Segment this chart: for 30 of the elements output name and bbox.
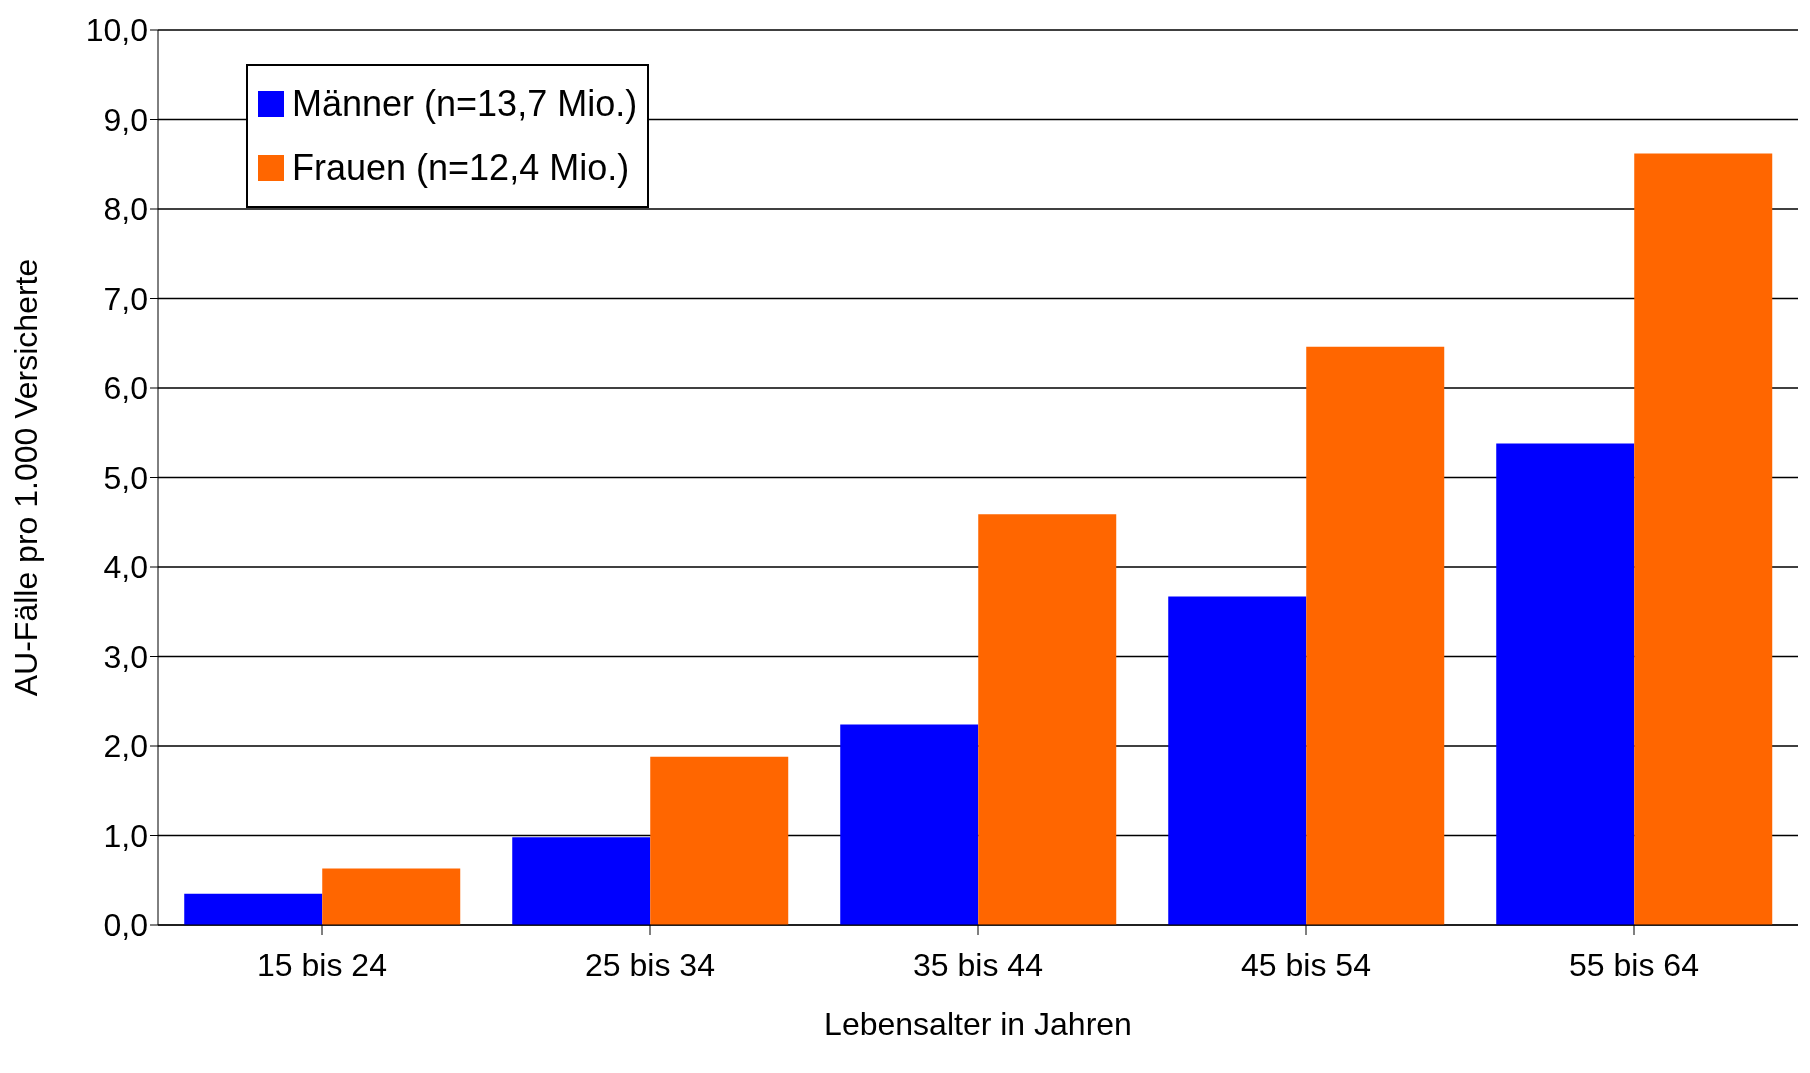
- legend-label: Männer (n=13,7 Mio.): [292, 82, 638, 126]
- y-tick-label: 0,0: [103, 907, 148, 944]
- x-tick-label: 45 bis 54: [1241, 946, 1371, 983]
- bar: [840, 724, 979, 925]
- legend-label: Frauen (n=12,4 Mio.): [292, 146, 630, 190]
- y-tick-label: 10,0: [85, 12, 148, 49]
- bar: [1306, 346, 1445, 925]
- x-axis-title: Lebensalter in Jahren: [824, 1006, 1132, 1042]
- bar: [1168, 596, 1307, 925]
- y-tick-label: 9,0: [103, 101, 148, 138]
- bar: [978, 514, 1117, 925]
- y-tick-label: 1,0: [103, 817, 148, 854]
- y-tick-label: 4,0: [103, 549, 148, 586]
- y-tick-label: 5,0: [103, 459, 148, 496]
- bar: [1634, 153, 1773, 925]
- bar: [322, 868, 461, 925]
- bar: [1496, 443, 1635, 925]
- bar: [650, 756, 789, 925]
- y-tick-label: 8,0: [103, 191, 148, 228]
- y-tick-label: 6,0: [103, 370, 148, 407]
- y-axis-title: AU-Fälle pro 1.000 Versicherte: [8, 258, 45, 697]
- x-tick-label: 35 bis 44: [913, 946, 1043, 983]
- y-tick-label: 7,0: [103, 280, 148, 317]
- y-tick-label: 2,0: [103, 728, 148, 765]
- bar: [184, 893, 323, 925]
- x-tick-label: 55 bis 64: [1569, 946, 1699, 983]
- y-tick-label: 3,0: [103, 638, 148, 675]
- bar: [512, 837, 651, 925]
- x-tick-label: 15 bis 24: [257, 946, 387, 983]
- x-tick-label: 25 bis 34: [585, 946, 715, 983]
